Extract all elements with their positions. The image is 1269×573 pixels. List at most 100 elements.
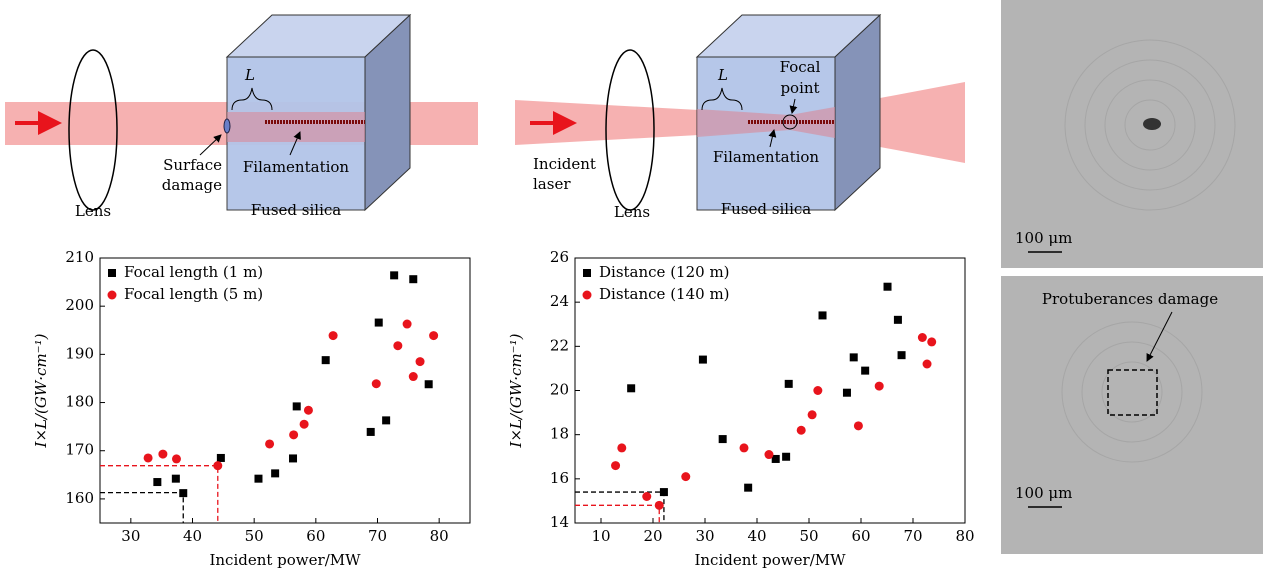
point (143, 453, 153, 463)
point (213, 461, 223, 471)
y-tick-label: 200 (65, 296, 94, 314)
point (893, 315, 902, 324)
point (374, 318, 383, 327)
point (818, 311, 827, 320)
label: laser (533, 175, 571, 193)
point (739, 443, 749, 453)
x-tick-label: 50 (245, 527, 264, 545)
point (289, 430, 299, 440)
point (171, 474, 180, 483)
micrograph-2: Protuberances damage 100 μm (1001, 276, 1263, 554)
point (299, 419, 309, 429)
point (681, 472, 691, 482)
label: Fused silica (251, 201, 342, 219)
point (627, 384, 636, 393)
point (922, 359, 932, 369)
point (424, 380, 433, 389)
point (254, 474, 263, 483)
point (328, 331, 338, 341)
legend-label: Focal length (1 m) (124, 263, 263, 281)
point (371, 379, 381, 389)
point (659, 488, 668, 497)
label: Fused silica (721, 200, 812, 218)
point (849, 353, 858, 362)
point (771, 454, 780, 463)
point (321, 356, 330, 365)
label: point (780, 79, 819, 97)
x-tick-label: 70 (368, 527, 387, 545)
point (408, 372, 418, 382)
legend-label: Focal length (5 m) (124, 285, 263, 303)
point (415, 357, 425, 367)
point (654, 500, 664, 510)
point (429, 331, 439, 341)
micrograph-1: 100 μm (1001, 0, 1263, 268)
point (744, 483, 753, 492)
length-label: L (244, 66, 255, 84)
scale-label: 100 μm (1015, 229, 1072, 247)
point (158, 449, 168, 459)
legend-marker (107, 290, 117, 300)
x-tick-label: 80 (955, 527, 974, 545)
point (303, 405, 313, 415)
point (271, 469, 280, 478)
y-axis-label: I×L/(GW·cm⁻¹) (32, 333, 50, 448)
legend-marker (583, 269, 591, 277)
point (861, 366, 870, 375)
lens (605, 49, 655, 211)
x-tick-label: 60 (306, 527, 325, 545)
arrow (199, 134, 222, 156)
length-label: L (717, 66, 728, 84)
y-tick-label: 22 (550, 336, 569, 354)
y-tick-label: 180 (65, 393, 94, 411)
label: Lens (614, 203, 650, 221)
legend-marker (108, 269, 116, 277)
point (813, 386, 823, 395)
y-tick-label: 170 (65, 441, 94, 459)
point (171, 454, 181, 464)
chart: 30 40 50 60 70 80 160 170 180 190 200 210 Incident p… (32, 248, 471, 569)
point (784, 379, 793, 388)
y-tick-label: 18 (550, 425, 569, 443)
brace (231, 87, 273, 111)
chart: 10 20 30 40 50 60 70 80 14 16 18 20 22 24 26 Incident p… (507, 248, 975, 569)
x-tick-label: 40 (747, 527, 766, 545)
point (842, 388, 851, 397)
point (611, 461, 621, 471)
point (265, 439, 275, 449)
label: damage (162, 176, 222, 194)
damage-spot (1143, 118, 1161, 130)
point (289, 454, 298, 463)
x-tick-label: 20 (643, 527, 662, 545)
point (382, 416, 391, 425)
point (153, 478, 162, 487)
damage-spot (223, 118, 231, 134)
point (897, 351, 906, 360)
point (782, 452, 791, 461)
point (718, 435, 727, 444)
y-tick-label: 14 (550, 513, 569, 531)
legend-label: Distance (120 m) (599, 263, 730, 281)
x-tick-label: 10 (591, 527, 610, 545)
beam-in-silica (227, 112, 365, 142)
focal-circle (782, 114, 798, 130)
brace (701, 87, 743, 111)
annotation: Protuberances damage (1042, 290, 1218, 308)
guide-line (575, 504, 660, 523)
point (874, 381, 884, 391)
y-tick-label: 190 (65, 344, 94, 362)
x-tick-label: 30 (121, 527, 140, 545)
point (366, 427, 375, 436)
point (402, 319, 412, 329)
x-tick-label: 40 (183, 527, 202, 545)
label: Filamentation (243, 158, 350, 176)
x-tick-label: 30 (695, 527, 714, 545)
point (292, 402, 301, 411)
point (409, 275, 418, 284)
arrow (1146, 311, 1173, 362)
point (698, 355, 707, 364)
guide-line (100, 491, 184, 523)
y-tick-label: 26 (550, 248, 569, 266)
x-tick-label: 50 (799, 527, 818, 545)
